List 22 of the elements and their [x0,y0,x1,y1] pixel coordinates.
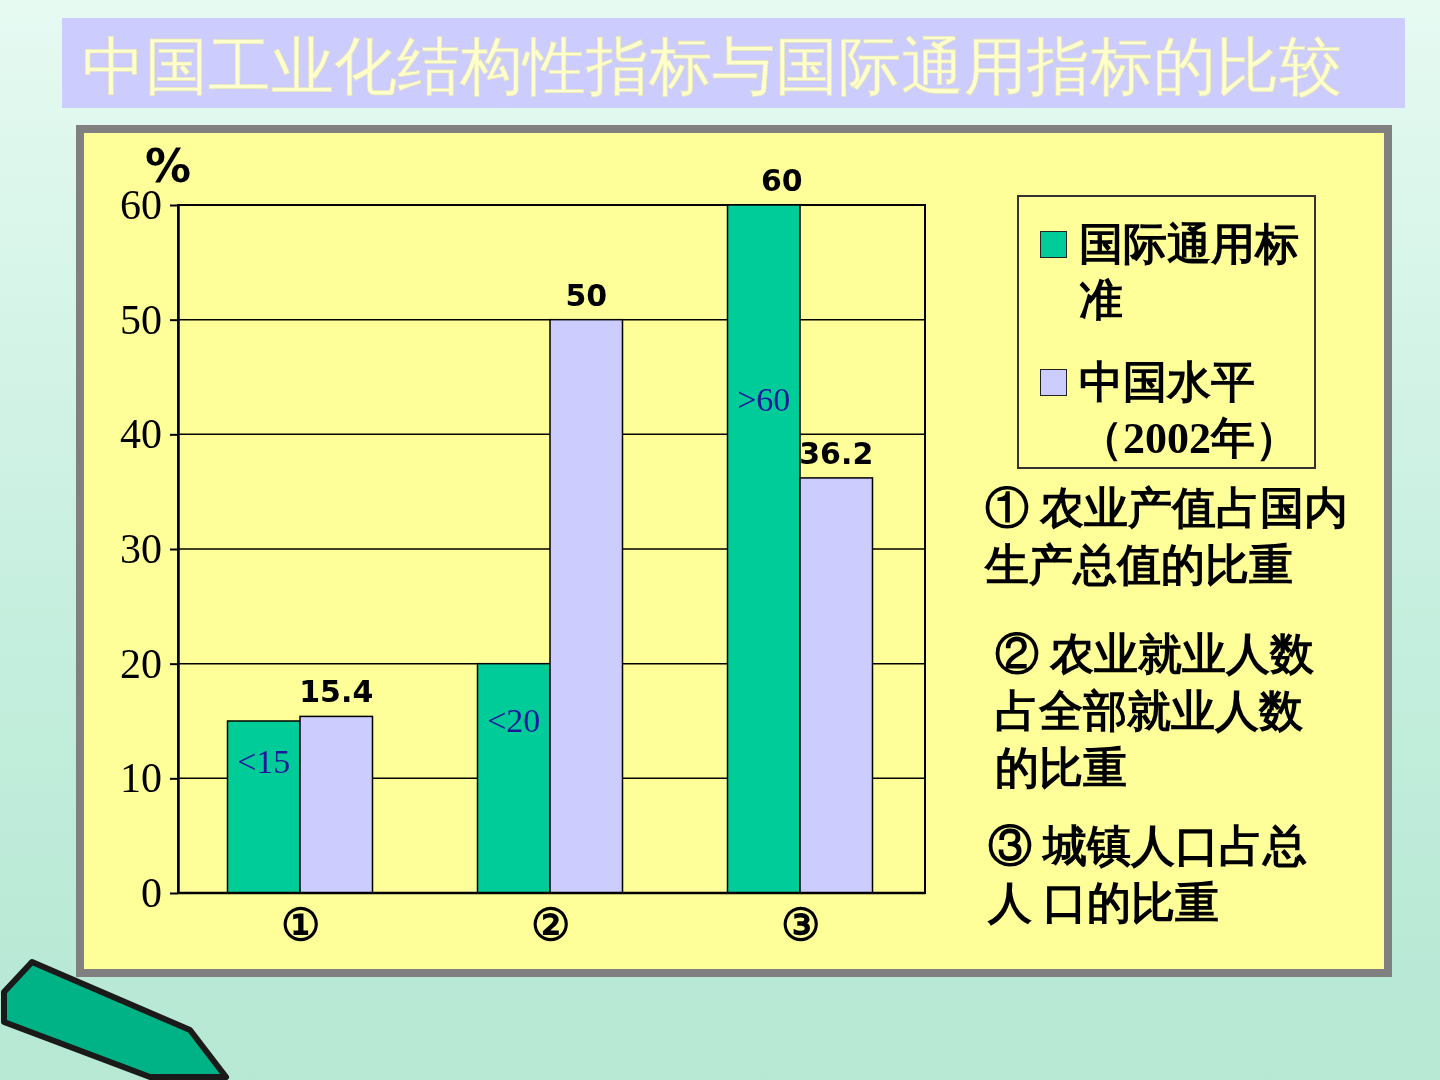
x-tick-label: ① [280,901,320,951]
data-label: 15.4 [299,674,374,710]
legend-label: 国际通用标准 [1079,219,1300,327]
y-tick-label: 20 [120,640,162,687]
data-label: 50 [565,277,608,313]
text: ① 农业产值占国内生产总值的比重 [985,483,1349,592]
x-tick-label: ③ [780,901,820,951]
legend-label: 中国水平（2002年） [1079,357,1300,465]
chart-title: 中国工业化结构性指标与国际通用指标的比较 [82,32,1342,102]
y-tick-label: 50 [120,296,162,343]
data-label: 36.2 [799,435,874,471]
text: ③ 城镇人口占总人 口的比重 [988,821,1308,930]
data-label: <20 [487,702,541,740]
annotation: 60 [761,163,803,198]
data-label: <15 [237,742,291,780]
y-tick-label: 40 [120,411,162,458]
y-tick-label: 30 [120,525,162,572]
text: ② 农业就业人数占全部就业人数的比重 [995,629,1315,795]
x-tick-label: ② [530,901,570,951]
y-tick-label: 10 [120,755,162,802]
data-label: >60 [737,381,791,419]
y-tick-label: 0 [141,869,162,916]
